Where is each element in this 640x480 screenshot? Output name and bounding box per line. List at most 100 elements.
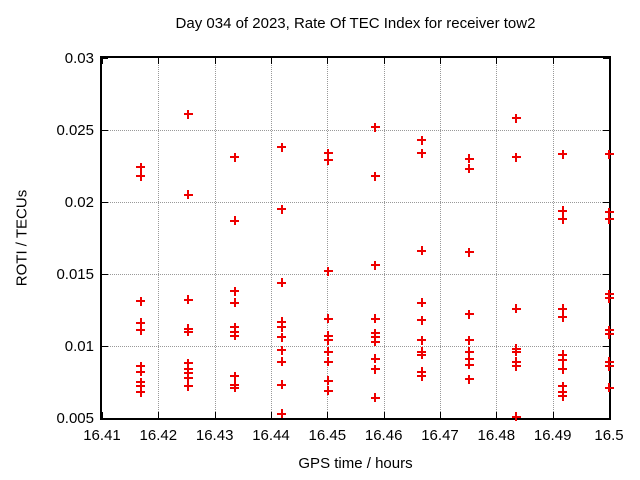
data-point-marker — [417, 135, 427, 145]
data-point-marker — [277, 332, 287, 342]
data-point-marker — [323, 347, 333, 357]
data-point-marker — [230, 286, 240, 296]
data-point-marker — [558, 149, 568, 159]
y-tick-mark — [102, 202, 108, 203]
data-point-marker — [277, 409, 287, 419]
plot-area — [100, 56, 614, 422]
data-point-marker — [277, 142, 287, 152]
x-tick-mark — [102, 412, 103, 418]
data-point-marker — [230, 216, 240, 226]
data-point-marker — [230, 298, 240, 308]
data-point-marker — [277, 357, 287, 367]
x-tick-mark — [158, 412, 160, 418]
x-tick-mark — [552, 58, 554, 64]
y-tick-label: 0.02 — [64, 194, 94, 211]
data-point-marker — [604, 383, 614, 393]
data-point-marker — [558, 350, 568, 360]
y-tick-label: 0.03 — [64, 50, 94, 67]
data-point-marker — [604, 149, 614, 159]
data-point-marker — [464, 247, 474, 257]
data-point-marker — [136, 367, 146, 377]
x-tick-mark — [214, 58, 216, 64]
vertical-gridline — [158, 58, 160, 418]
data-point-marker — [277, 322, 287, 332]
data-point-marker — [558, 364, 568, 374]
data-point-marker — [417, 298, 427, 308]
x-tick-mark — [271, 58, 272, 64]
data-point-marker — [511, 361, 521, 371]
data-point-marker — [136, 296, 146, 306]
data-point-marker — [277, 345, 287, 355]
data-point-marker — [323, 357, 333, 367]
y-tick-mark — [603, 418, 609, 419]
vertical-gridline — [214, 58, 216, 418]
data-point-marker — [511, 152, 521, 162]
y-tick-label: 0.01 — [64, 338, 94, 355]
x-axis-label: GPS time / hours — [298, 455, 413, 472]
data-point-marker — [558, 391, 568, 401]
y-axis-label: ROTI / TECUs — [13, 189, 31, 287]
y-tick-mark — [102, 418, 108, 419]
x-tick-mark — [440, 58, 441, 64]
data-point-marker — [323, 386, 333, 396]
y-tick-mark — [603, 58, 609, 59]
x-tick-mark — [609, 412, 610, 418]
vertical-gridline — [271, 58, 272, 418]
data-point-marker — [604, 207, 614, 217]
data-point-marker — [323, 314, 333, 324]
data-point-marker — [183, 190, 193, 200]
data-point-marker — [558, 355, 568, 365]
vertical-gridline — [440, 58, 441, 418]
data-point-marker — [511, 347, 521, 357]
data-point-marker — [511, 113, 521, 123]
x-tick-mark — [158, 58, 160, 64]
data-point-marker — [558, 381, 568, 391]
data-point-marker — [277, 278, 287, 288]
data-point-marker — [417, 148, 427, 158]
data-point-marker — [370, 354, 380, 364]
data-point-marker — [183, 358, 193, 368]
y-tick-mark — [102, 346, 108, 347]
data-point-marker — [136, 162, 146, 172]
y-tick-mark — [603, 346, 609, 347]
data-point-marker — [323, 266, 333, 276]
data-point-marker — [417, 315, 427, 325]
chart-title: Day 034 of 2023, Rate Of TEC Index for r… — [175, 15, 536, 32]
x-tick-label: 16.48 — [477, 427, 516, 444]
data-point-marker — [511, 412, 521, 422]
data-point-marker — [323, 148, 333, 158]
data-point-marker — [464, 354, 474, 364]
x-tick-mark — [383, 58, 385, 64]
data-point-marker — [464, 374, 474, 384]
y-tick-label: 0.005 — [56, 410, 94, 427]
x-tick-mark — [271, 412, 272, 418]
x-tick-label: 16.43 — [195, 427, 234, 444]
x-tick-mark — [552, 412, 554, 418]
data-point-marker — [230, 331, 240, 341]
y-tick-mark — [603, 202, 609, 203]
horizontal-gridline — [102, 274, 609, 275]
x-tick-mark — [383, 412, 385, 418]
x-tick-label: 16.5 — [594, 427, 624, 444]
x-tick-mark — [496, 58, 498, 64]
data-point-marker — [604, 329, 614, 339]
vertical-gridline — [552, 58, 554, 418]
data-point-marker — [417, 371, 427, 381]
y-tick-mark — [102, 58, 108, 59]
data-point-marker — [464, 347, 474, 357]
data-point-marker — [370, 393, 380, 403]
data-point-marker — [464, 154, 474, 164]
data-point-marker — [604, 214, 614, 224]
horizontal-gridline — [102, 130, 609, 131]
data-point-marker — [277, 204, 287, 214]
data-point-marker — [277, 317, 287, 327]
data-point-marker — [370, 260, 380, 270]
data-point-marker — [558, 304, 568, 314]
data-point-marker — [183, 373, 193, 383]
y-tick-label: 0.025 — [56, 122, 94, 139]
data-point-marker — [558, 214, 568, 224]
data-point-marker — [230, 152, 240, 162]
x-tick-label: 16.46 — [364, 427, 403, 444]
x-tick-label: 16.47 — [421, 427, 459, 444]
